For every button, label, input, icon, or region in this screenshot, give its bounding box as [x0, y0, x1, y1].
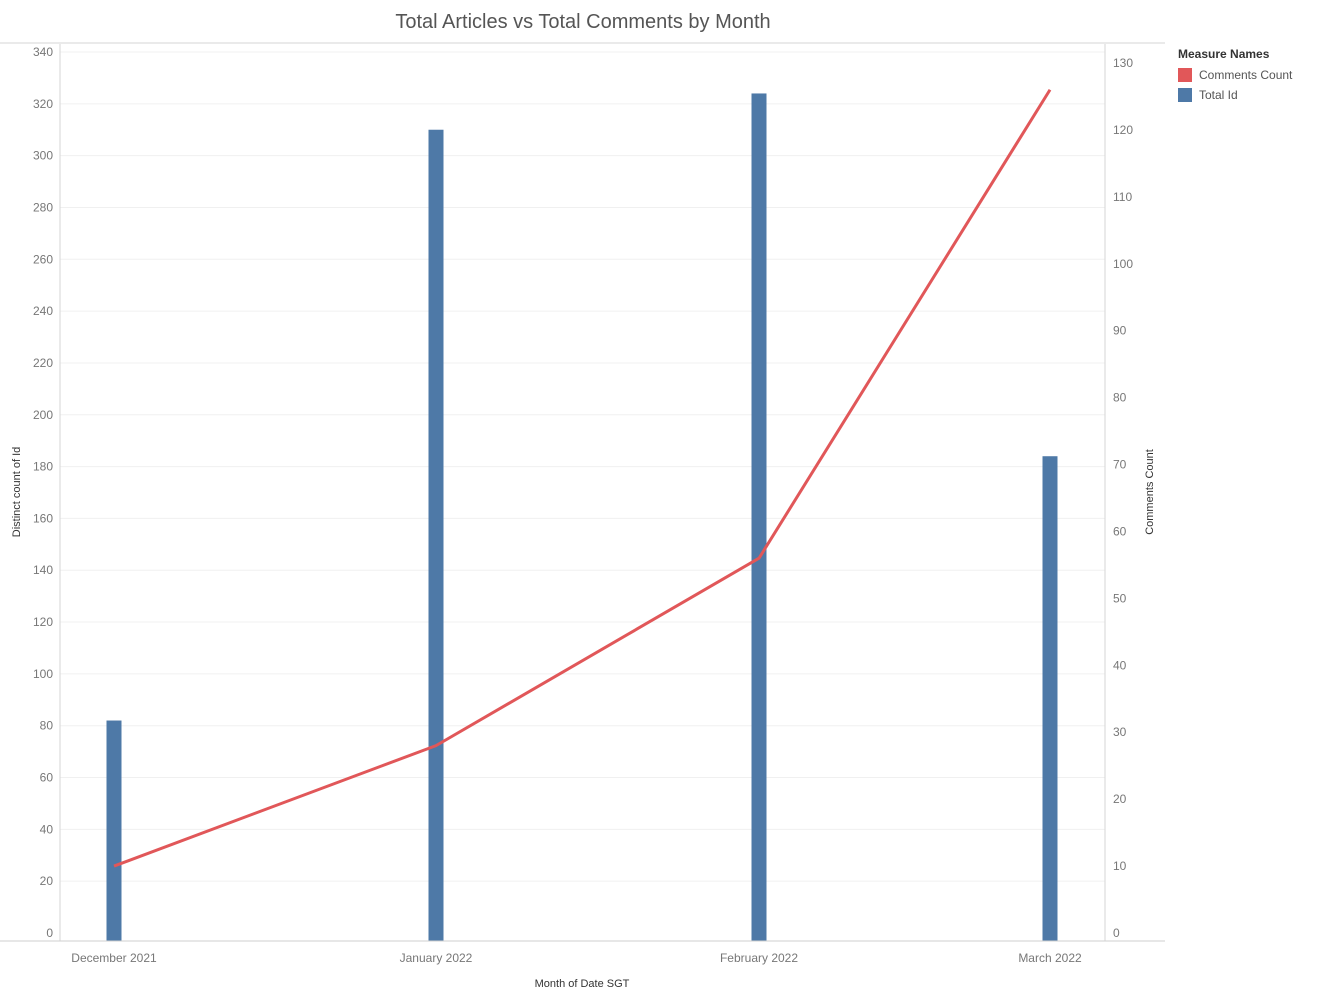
y-tick-label: 60 [40, 771, 54, 785]
legend-title: Measure Names [1178, 47, 1270, 61]
legend-swatch-comments-count [1178, 68, 1192, 82]
y-tick-label: 100 [33, 667, 53, 681]
y2-tick-label: 100 [1113, 257, 1133, 271]
line-comments-count[interactable] [113, 88, 1052, 868]
y2-tick-label: 70 [1113, 458, 1127, 472]
y-tick-label: 180 [33, 460, 53, 474]
x-tick-label: January 2022 [400, 951, 473, 965]
y2-tick-label: 20 [1113, 792, 1127, 806]
legend-label-total-id: Total Id [1199, 88, 1238, 102]
y2-tick-label: 30 [1113, 725, 1127, 739]
y-tick-label: 140 [33, 563, 53, 577]
y-tick-label: 80 [40, 719, 54, 733]
comments-line-layer [113, 88, 1052, 868]
y-tick-label: 280 [33, 200, 53, 214]
axes: 0204060801001201401601802002202402602803… [0, 44, 1165, 965]
y-tick-label: 240 [33, 304, 53, 318]
bar-total-id[interactable] [751, 93, 767, 942]
y-tick-label: 300 [33, 149, 53, 163]
bar-total-id[interactable] [428, 129, 444, 941]
legend-item-comments-count[interactable]: Comments Count [1178, 65, 1313, 85]
y-tick-label: 320 [33, 97, 53, 111]
bars [106, 93, 1058, 942]
y2-tick-label: 130 [1113, 56, 1133, 70]
y-tick-label: 160 [33, 511, 53, 525]
chart-title: Total Articles vs Total Comments by Mont… [395, 11, 770, 33]
y-tick-label: 340 [33, 45, 53, 59]
y-tick-label: 220 [33, 356, 53, 370]
y-tick-label: 120 [33, 615, 53, 629]
y-tick-label: 200 [33, 408, 53, 422]
y-axis-label: Distinct count of Id [11, 447, 23, 538]
y2-tick-label: 0 [1113, 926, 1120, 940]
y2-tick-label: 110 [1113, 190, 1132, 204]
x-axis-label: Month of Date SGT [535, 978, 630, 990]
legend-swatch-total-id [1178, 88, 1192, 102]
y2-tick-label: 60 [1113, 524, 1127, 538]
legend: Measure Names Comments Count Total Id [1178, 47, 1313, 105]
y-tick-label: 20 [40, 874, 54, 888]
y2-tick-label: 120 [1113, 123, 1133, 137]
y2-tick-label: 40 [1113, 658, 1127, 672]
bar-total-id[interactable] [106, 720, 122, 941]
x-tick-label: December 2021 [71, 951, 157, 965]
x-tick-label: February 2022 [720, 951, 798, 965]
y2-axis-label: Comments Count [1144, 449, 1156, 535]
y2-tick-label: 90 [1113, 324, 1127, 338]
legend-item-total-id[interactable]: Total Id [1178, 85, 1313, 105]
y2-tick-label: 10 [1113, 859, 1127, 873]
bar-total-id[interactable] [1042, 456, 1058, 941]
y-tick-label: 260 [33, 252, 53, 266]
legend-label-comments-count: Comments Count [1199, 68, 1293, 82]
y2-tick-label: 50 [1113, 591, 1127, 605]
x-tick-label: March 2022 [1018, 951, 1082, 965]
y-tick-label: 40 [40, 822, 54, 836]
gridlines [60, 51, 1105, 882]
y2-tick-label: 80 [1113, 391, 1127, 405]
y-tick-label: 0 [46, 926, 53, 940]
